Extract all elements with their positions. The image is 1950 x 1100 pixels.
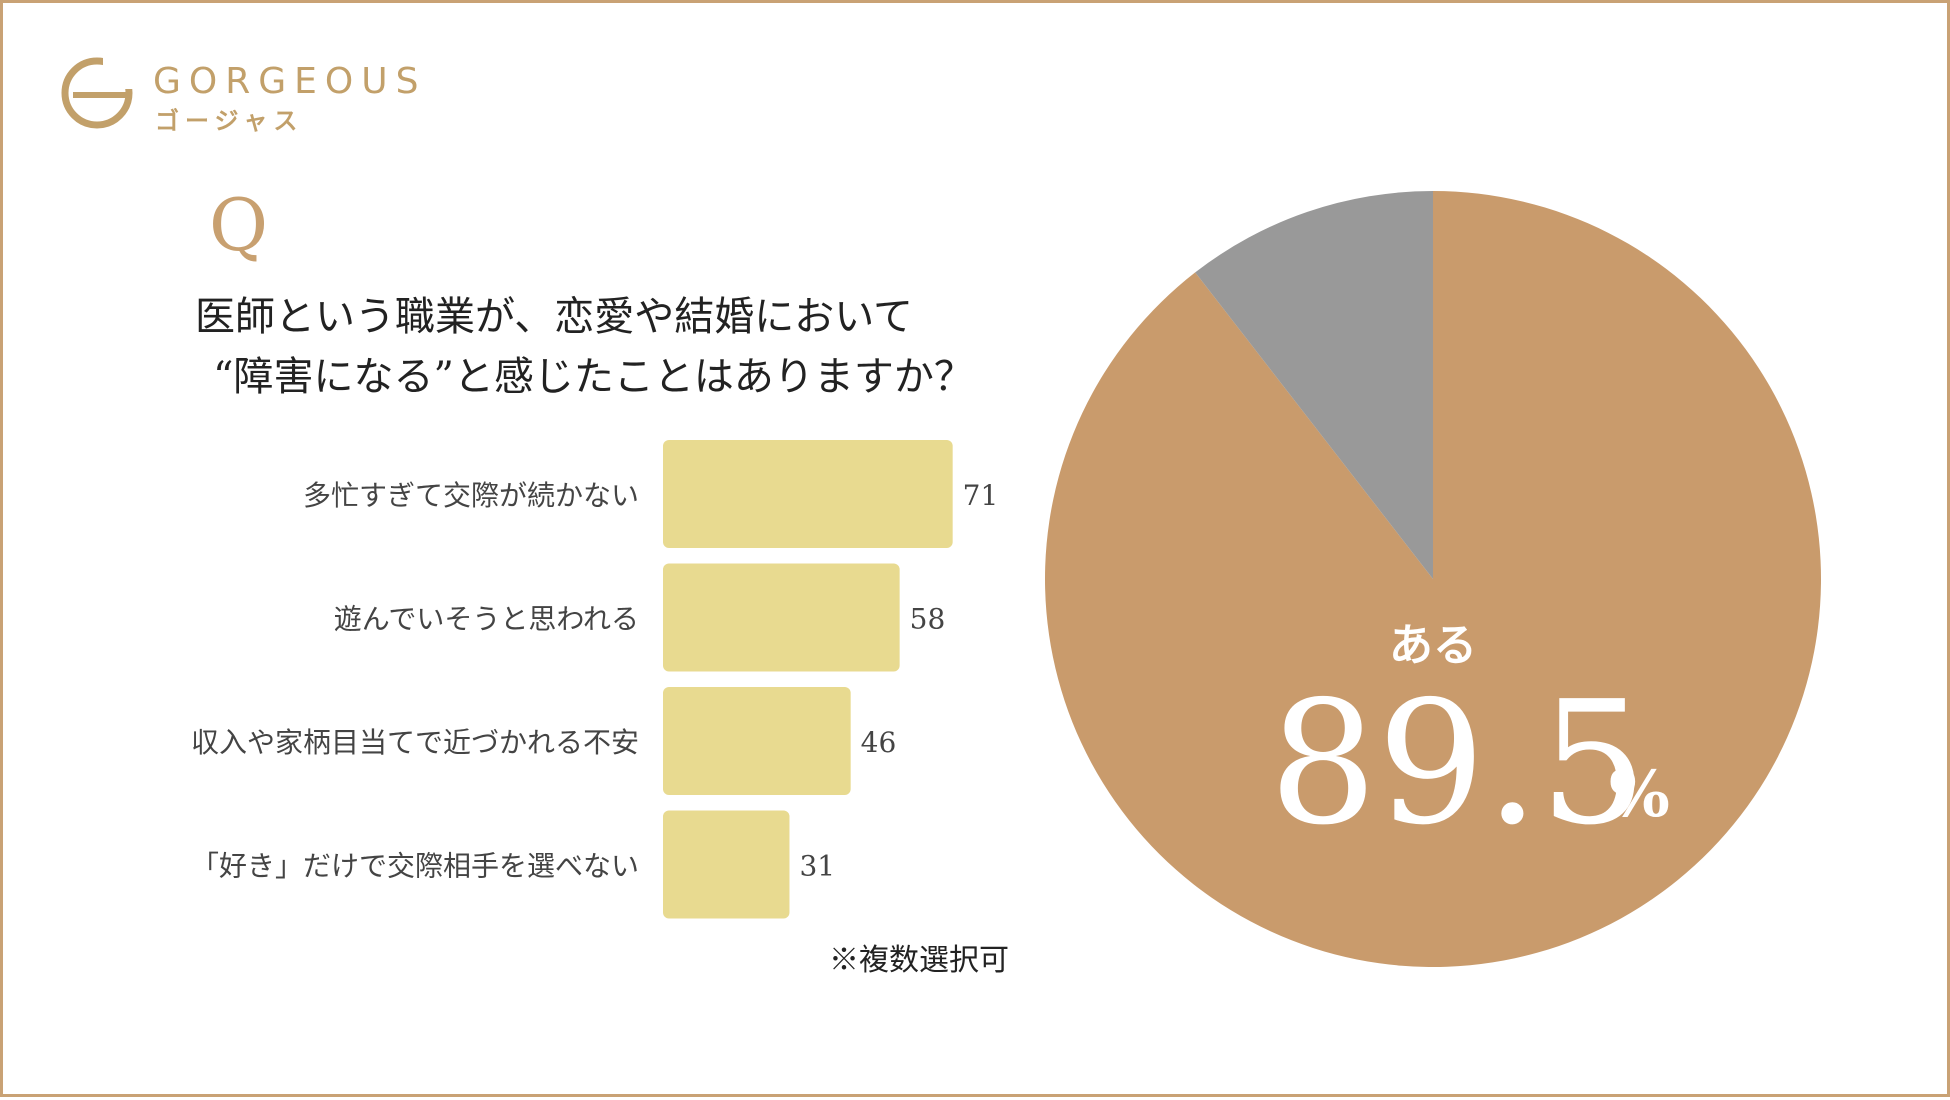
bar-category-label-3: 収入や家柄目当てで近づかれる不安 bbox=[191, 726, 639, 759]
bar-3 bbox=[663, 687, 851, 795]
bar-value-label-4: 31 bbox=[799, 850, 835, 883]
pie-slice-1 bbox=[1044, 191, 1821, 967]
question-mark-label: Q bbox=[209, 183, 269, 267]
pie-slice-2 bbox=[1195, 191, 1433, 579]
bar-category-label-1: 多忙すぎて交際が続かない bbox=[303, 479, 639, 512]
bar-category-label-2: 遊んでいそうと思われる bbox=[334, 603, 639, 636]
pie-main-value: 89.5 bbox=[1269, 665, 1648, 863]
bar-category-label-4: 「好き」だけで交際相手を選べない bbox=[191, 850, 639, 883]
brand-name-en: GORGEOUS bbox=[153, 61, 427, 102]
multiple-choice-note: ※複数選択可 bbox=[829, 943, 1009, 978]
bar-value-label-3: 46 bbox=[861, 726, 897, 759]
brand-name-ja: ゴージャス bbox=[155, 107, 304, 135]
pie-main-unit: % bbox=[1609, 757, 1670, 832]
question-text: 医師という職業が、恋愛や結婚において “障害になる”と感じたことはありますか？ bbox=[195, 287, 1075, 407]
bar-1 bbox=[663, 440, 953, 548]
question-line-2: “障害になる”と感じたことはありますか？ bbox=[213, 354, 974, 400]
pie-main-label: ある bbox=[1389, 620, 1477, 671]
bar-chart: 多忙すぎて交際が続かない 71 遊んでいそうと思われる 58 収入や家柄目当てで近づかれ… bbox=[191, 440, 999, 919]
brand-logo: GORGEOUS ゴージャス bbox=[59, 55, 459, 135]
question-line-1: 医師という職業が、恋愛や結婚において bbox=[195, 294, 913, 340]
gorgeous-logo-icon bbox=[61, 55, 135, 129]
bar-value-label-2: 58 bbox=[910, 603, 946, 636]
bar-4 bbox=[663, 810, 790, 919]
bar-2 bbox=[663, 563, 900, 672]
pie-chart bbox=[1044, 191, 1821, 967]
bar-value-label-1: 71 bbox=[963, 479, 999, 512]
